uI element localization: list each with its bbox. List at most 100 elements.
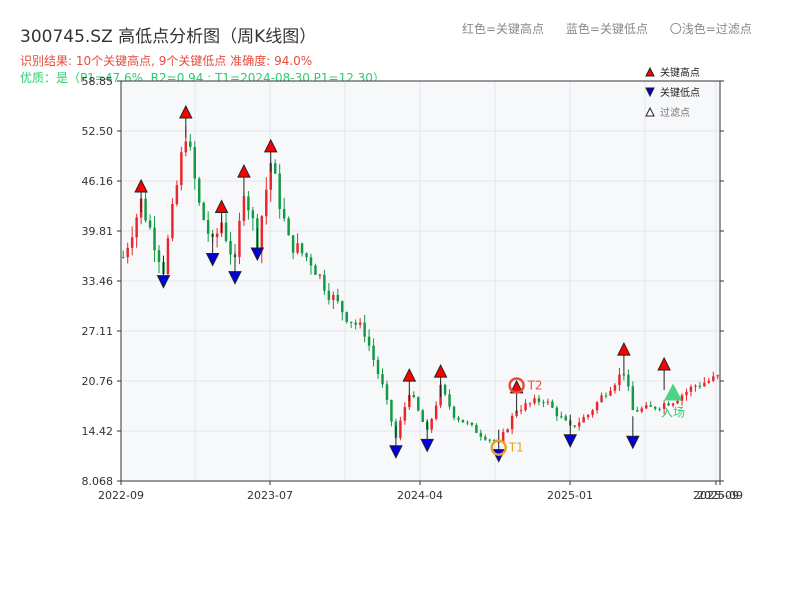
candle-body [148,220,152,228]
key-low-marker [156,275,171,289]
key-low-marker [420,438,435,453]
candle-body [493,439,496,442]
legend-marker [645,66,655,77]
candle-body [390,399,393,422]
candle-body [542,401,545,403]
candle-body [685,391,688,396]
top-legend-filter: 〇浅色=过滤点 [669,22,752,36]
candle-body [184,141,188,153]
candle-body [618,374,621,386]
candle-body [591,410,594,415]
candle-body [707,380,711,383]
candle-body [649,405,652,407]
candle-body [528,403,532,405]
candle-body [332,294,335,300]
key-high-marker [214,199,229,214]
candle-body [519,410,523,412]
candle-body [260,216,264,251]
recognition-status: 识别结果: 10个关键高点, 9个关键低点 准确度: 94.0% [20,54,313,68]
key-high-marker [657,356,671,371]
key-low-marker [205,253,220,267]
legend-marker [645,87,655,98]
t2-circle [508,377,525,394]
key-high-marker [617,341,631,356]
annotations: T1 T2 入场 [490,377,685,456]
t2-label: T2 [527,378,543,392]
candle-body [716,375,719,377]
candle-body [336,294,340,302]
key-high-marker [433,364,448,378]
candle-body [296,243,299,253]
candle-body [412,395,416,398]
candle-body [247,196,250,211]
candle-body [653,406,657,409]
candle-body [658,408,661,410]
y-tick-label: 20.76 [82,375,114,388]
candle-body [180,152,183,186]
candle-body [586,414,590,418]
key-high-marker [263,138,278,153]
y-tick-label: 33.46 [82,275,114,288]
candle-body [367,336,371,346]
candle-body [577,422,581,427]
t1-circle [490,439,507,456]
candle-body [479,432,483,437]
candle-body [627,374,630,387]
candle-body [452,406,456,418]
x-tick-label: 2022-09 [98,489,144,502]
candle-body [135,217,138,238]
candle-body [609,390,612,396]
candle-body [318,274,322,276]
candle-body [349,321,353,323]
candle-body [157,250,161,263]
candle-body [466,422,469,424]
key-high-marker [237,163,251,178]
candle-body [126,247,129,258]
x-tick-label: 2025-09 [697,489,743,502]
candle-body [421,410,424,423]
candle-body [551,401,554,408]
candle-body [506,429,509,433]
axes: 8.068 14.42 20.76 27.11 33.46 39.81 46.16 52.50… [82,75,743,502]
key-high-marker [179,104,193,119]
candle-body [703,382,706,387]
candle-body [153,227,156,251]
candle-body [372,345,375,360]
candle-body [197,178,201,203]
candle-body [582,417,585,423]
candle-body [461,419,465,423]
candle-body [488,439,492,441]
y-tick-label: 52.50 [82,125,114,138]
candle-body [242,196,246,221]
candle-body [202,202,205,220]
candle-body [323,274,326,291]
candle-body [613,385,617,391]
candle-body [314,265,317,275]
y-tick-label: 39.81 [82,225,114,238]
candle-body [291,235,295,253]
y-tick-label: 27.11 [82,325,114,338]
candle-body [645,405,648,409]
candle-body [595,402,599,411]
candle-body [265,189,268,217]
candle-body [475,424,478,433]
y-tick-label: 46.16 [82,175,114,188]
candle-body [631,386,635,411]
candle-body [680,395,684,401]
candle-body [448,394,451,407]
candle-body [501,432,505,442]
candle-body [689,386,693,392]
candle-body [636,410,639,412]
key-high-marker [134,178,148,193]
t1-label: T1 [508,441,524,455]
candle-body [640,408,644,412]
candle-body [144,198,147,221]
x-tick-label: 2023-07 [247,489,293,502]
candle-body [662,403,666,409]
candle-body [470,422,474,425]
candle-body [667,403,670,406]
legend-marker [645,106,655,117]
key-low-marker [228,271,242,285]
candle-body [399,420,402,438]
